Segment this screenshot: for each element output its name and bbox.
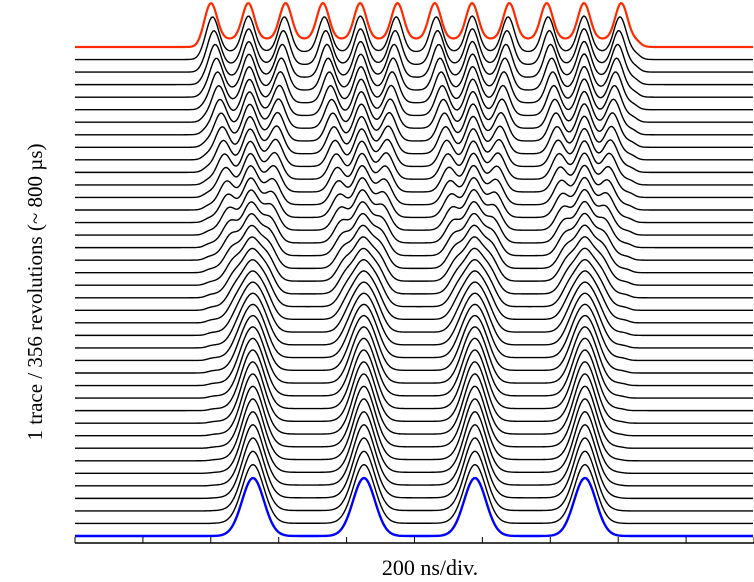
trace-36 [75, 437, 753, 500]
trace-34 [75, 411, 753, 475]
trace-18 [75, 224, 753, 274]
trace-14 [75, 176, 753, 224]
trace-22 [75, 270, 753, 324]
trace-6 [75, 78, 753, 123]
trace-37 [75, 450, 753, 512]
trace-26 [75, 314, 753, 374]
trace-23 [75, 281, 753, 337]
trace-35 [75, 424, 753, 487]
trace-16 [75, 200, 753, 249]
trace-fill-0 [75, 3, 754, 48]
trace-7 [75, 90, 753, 136]
trace-fill-7 [75, 91, 754, 136]
trace-20 [75, 247, 753, 299]
trace-30 [75, 361, 753, 424]
trace-38 [75, 463, 753, 525]
trace-8 [75, 103, 753, 149]
trace-25 [75, 303, 753, 362]
trace-5 [75, 65, 753, 111]
trace-29 [75, 349, 753, 412]
trace-last [75, 476, 753, 538]
trace-31 [75, 373, 753, 437]
trace-group [75, 1, 754, 538]
trace-21 [75, 258, 753, 312]
trace-19 [75, 236, 753, 286]
trace-4 [75, 53, 753, 98]
trace-fill-39 [75, 478, 754, 537]
trace-12 [75, 152, 753, 199]
trace-first [75, 1, 753, 49]
trace-28 [75, 337, 753, 399]
trace-11 [75, 140, 753, 186]
trace-24 [75, 292, 753, 349]
trace-3 [75, 40, 753, 86]
trace-9 [75, 115, 753, 161]
trace-fill-6 [75, 79, 754, 124]
trace-15 [75, 188, 753, 236]
trace-fill-4 [75, 54, 754, 99]
trace-2 [75, 28, 753, 73]
x-axis-label: 200 ns/div. [382, 555, 478, 580]
trace-33 [75, 398, 753, 462]
trace-27 [75, 326, 753, 387]
trace-32 [75, 385, 753, 449]
trace-13 [75, 164, 753, 211]
y-axis-label: 1 trace / 356 revolutions (~ 800 µs) [23, 144, 47, 441]
trace-10 [75, 127, 753, 174]
trace-1 [75, 15, 753, 61]
x-tick-group [74, 537, 754, 543]
trace-17 [75, 212, 753, 261]
trace-fill-5 [75, 66, 754, 111]
